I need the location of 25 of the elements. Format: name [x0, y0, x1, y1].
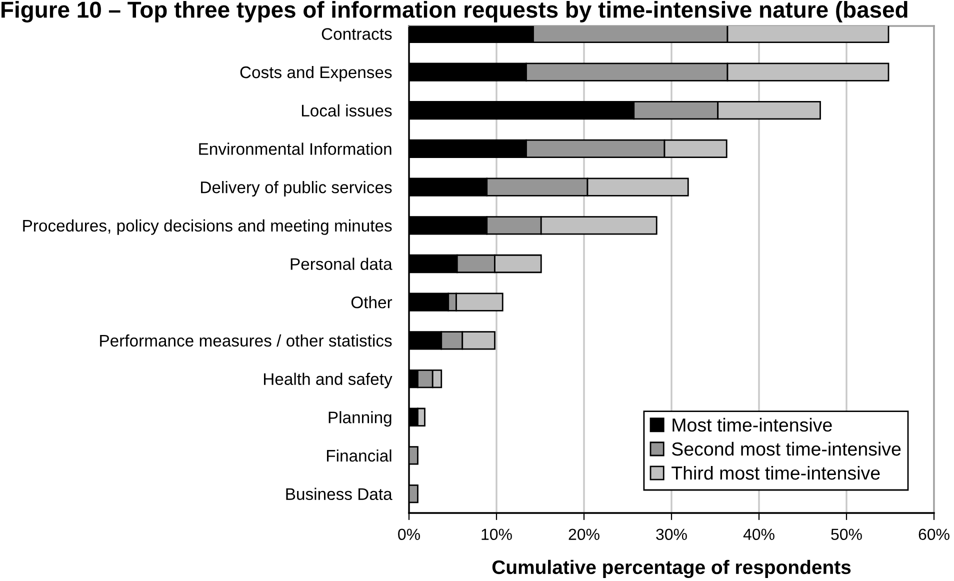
x-tick-label: 20%: [568, 528, 600, 540]
y-tick-label: Contracts: [322, 28, 392, 40]
y-tick-label: Local issues: [302, 104, 392, 117]
x-tick-label: 40%: [743, 528, 774, 540]
y-tick-label: Health and safety: [264, 372, 392, 388]
y-tick-label: Costs and Expenses: [240, 66, 392, 82]
y-tick-label: Financial: [327, 449, 392, 462]
x-tick-label: 60%: [918, 528, 950, 540]
legend-label: Third most time-intensive: [672, 466, 880, 480]
x-tick-label: 0%: [398, 528, 420, 540]
x-tick-label: 30%: [656, 528, 687, 540]
chart-title: Figure 10 – Top three types of information requests by time-intensive nature (based: [2, 1, 908, 22]
x-axis-title: Cumulative percentage of respondents: [492, 560, 851, 578]
y-tick-label: Procedures, policy decisions and meeting minutes: [23, 219, 392, 235]
y-tick-label: Delivery of public services: [201, 181, 392, 197]
legend-label: Most time-intensive: [672, 418, 832, 432]
x-tick-label: 10%: [482, 528, 512, 540]
y-tick-label: Environmental Information: [199, 142, 392, 155]
y-tick-label: Personal data: [290, 258, 392, 270]
x-tick-label: 50%: [831, 528, 862, 540]
y-tick-label: Performance measures / other statistics: [100, 334, 392, 347]
legend-label: Second most time-intensive: [672, 442, 901, 456]
y-tick-label: Business Data: [286, 488, 392, 500]
y-tick-label: Other: [351, 296, 392, 308]
y-tick-label: Planning: [328, 411, 392, 427]
